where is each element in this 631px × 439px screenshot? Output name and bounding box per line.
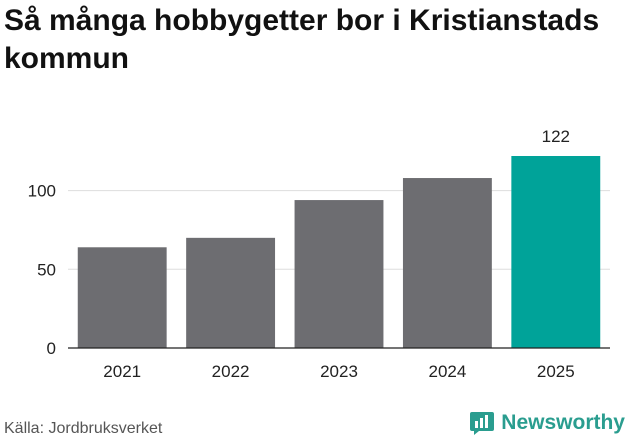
x-tick-label-2021: 2021 bbox=[103, 362, 141, 381]
y-tick-label-50: 50 bbox=[37, 260, 56, 279]
bar-2021 bbox=[77, 247, 167, 348]
x-tick-label-2023: 2023 bbox=[320, 362, 358, 381]
bar-2024 bbox=[402, 178, 492, 348]
y-tick-label-100: 100 bbox=[28, 182, 56, 201]
bars bbox=[77, 156, 601, 348]
newsworthy-icon bbox=[470, 412, 495, 435]
x-tick-label-2022: 2022 bbox=[212, 362, 250, 381]
bar-2023 bbox=[294, 200, 384, 348]
labels: 0 50 100 2021 2022 2023 2024 2025 122 bbox=[28, 127, 575, 381]
x-tick-label-2024: 2024 bbox=[428, 362, 466, 381]
data-label-2025: 122 bbox=[542, 127, 570, 146]
source-note: Källa: Jordbruksverket bbox=[4, 420, 163, 437]
x-tick-label-2025: 2025 bbox=[537, 362, 575, 381]
chart-title: Så många hobbygetter bor i Kristianstads… bbox=[4, 4, 600, 75]
brand-name: Newsworthy bbox=[501, 411, 625, 434]
bar-2022 bbox=[186, 237, 276, 348]
newsworthy-logo: Newsworthy bbox=[469, 408, 625, 438]
y-tick-label-0: 0 bbox=[47, 339, 56, 358]
bar-2025 bbox=[511, 156, 601, 348]
